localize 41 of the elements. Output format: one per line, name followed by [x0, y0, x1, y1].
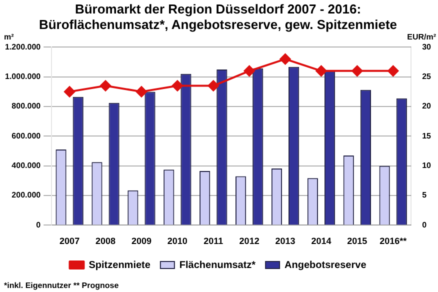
text: *inkl. Eigennutzer ** Prognose: [4, 281, 120, 290]
y2-tick-label: 20: [422, 102, 432, 111]
y-tick-label: 600.000: [12, 131, 42, 140]
y-tick-label: 1.000.000: [4, 72, 42, 82]
legend-label: Flächenumsatz*: [179, 260, 256, 271]
x-tick-label: 2016**: [380, 236, 408, 246]
y2-tick-label: 10: [422, 161, 432, 170]
y2-tick-label: 0: [422, 220, 428, 230]
y2-tick-label: 25: [422, 72, 432, 82]
point: [316, 65, 327, 76]
point: [208, 80, 219, 92]
legend-label: Angebotsreserve: [284, 260, 367, 271]
point: [100, 80, 112, 92]
y2-axis-title: EUR/m²: [407, 32, 436, 42]
x-tick-label: 2014: [311, 236, 332, 246]
legend-label: Spitzenmiete: [88, 260, 151, 271]
point: [244, 65, 255, 76]
x-tick-label: 2008: [96, 236, 116, 246]
x-tick-label: 2015: [347, 236, 368, 246]
point: [352, 65, 363, 76]
point: [64, 86, 76, 98]
y-tick-label: 1.200.000: [4, 42, 42, 52]
y-tick-label: 400.000: [12, 161, 42, 170]
y2-tick-label: 15: [422, 131, 432, 140]
x-tick-label: 2011: [204, 236, 224, 246]
y2-tick-label: 5: [422, 190, 428, 200]
chart-title: Büromarkt der Region Düsseldorf 2007 - 2016: Büroflächenumsatz*, Angebotsreserve, gew. Spitzenmiete: [38, 1, 398, 32]
point: [280, 54, 291, 65]
y-tick-label: 200.000: [12, 190, 42, 200]
point: [388, 65, 399, 76]
x-tick-label: 2012: [239, 236, 260, 246]
y-tick-label: 0: [36, 220, 42, 230]
x-tick-label: 2013: [275, 236, 296, 246]
y-axis-title: m²: [4, 32, 14, 42]
point: [172, 80, 183, 92]
x-tick-label: 2007: [60, 236, 80, 246]
y-tick-label: 800.000: [12, 102, 42, 111]
x-tick-label: 2010: [167, 236, 188, 246]
point: [136, 86, 147, 98]
y2-tick-label: 30: [422, 42, 432, 52]
x-tick-label: 2009: [131, 236, 152, 246]
